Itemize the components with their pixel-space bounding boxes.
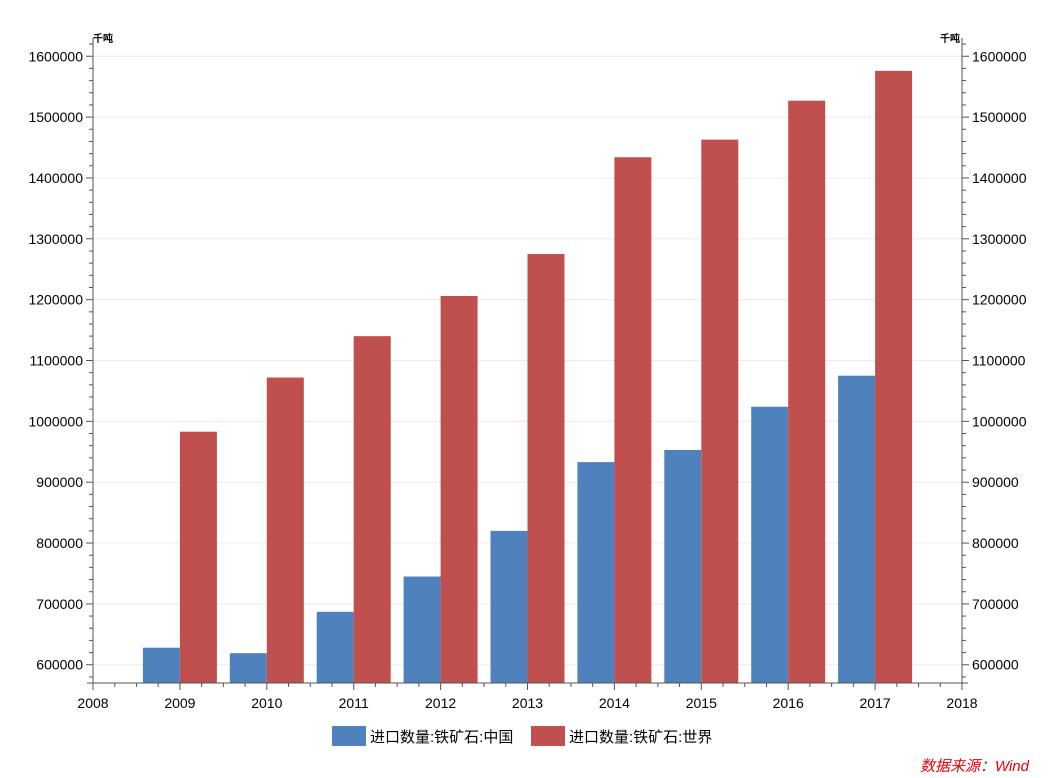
y-axis-unit-left: 千吨 [93, 32, 113, 45]
bar-china-2017 [838, 375, 876, 683]
y-axis-unit-right: 千吨 [940, 32, 960, 45]
bar-china-2016 [751, 406, 789, 683]
x-tick-label: 2018 [946, 695, 977, 711]
y-tick-label-left: 900000 [36, 474, 83, 490]
x-tick-label: 2015 [686, 695, 717, 711]
x-tick-label: 2013 [512, 695, 543, 711]
x-tick-label: 2012 [425, 695, 456, 711]
x-tick-label: 2009 [164, 695, 195, 711]
bar-world-2016 [788, 100, 826, 683]
bar-world-2014 [614, 157, 652, 683]
y-tick-label-right: 600000 [972, 657, 1019, 673]
y-tick-label-left: 1400000 [28, 170, 83, 186]
y-tick-label-right: 900000 [972, 474, 1019, 490]
bar-china-2012 [403, 576, 441, 683]
y-tick-label-right: 1400000 [972, 170, 1027, 186]
y-tick-label-right: 1300000 [972, 231, 1027, 247]
bar-china-2010 [229, 653, 267, 683]
y-tick-label-left: 1500000 [28, 109, 83, 125]
x-tick-label: 2016 [773, 695, 804, 711]
bar-world-2017 [875, 70, 913, 683]
bar-world-2009 [179, 431, 217, 683]
y-tick-label-left: 800000 [36, 535, 83, 551]
source-note: 数据来源：Wind [920, 758, 1030, 773]
legend-label-china: 进口数量:铁矿石:中国 [370, 729, 513, 746]
y-tick-label-right: 1000000 [972, 413, 1027, 429]
bars [142, 70, 913, 683]
legend-swatch-china [332, 726, 366, 746]
legend: 进口数量:铁矿石:中国 进口数量:铁矿石:世界 [332, 726, 712, 746]
y-tick-label-left: 1200000 [28, 292, 83, 308]
y-tick-label-left: 1300000 [28, 231, 83, 247]
legend-swatch-world [531, 726, 565, 746]
x-tick-label: 2014 [599, 695, 630, 711]
bar-world-2013 [527, 254, 565, 683]
y-tick-label-left: 600000 [36, 657, 83, 673]
axes: 600000 600000 700000 700000 800000 800000 9000… [28, 38, 1027, 711]
bar-china-2009 [142, 647, 180, 683]
x-tick-label: 2017 [860, 695, 891, 711]
y-tick-label-right: 800000 [972, 535, 1019, 551]
y-tick-label-right: 700000 [972, 596, 1019, 612]
bar-china-2015 [664, 449, 702, 683]
bar-china-2014 [577, 462, 615, 683]
bar-world-2011 [353, 336, 391, 683]
y-tick-label-left: 1600000 [28, 48, 83, 64]
bar-world-2010 [266, 377, 304, 683]
bar-world-2012 [440, 296, 478, 683]
y-tick-label-right: 1200000 [972, 292, 1027, 308]
bar-china-2013 [490, 530, 528, 683]
x-tick-label: 2008 [77, 695, 108, 711]
bar-china-2011 [316, 611, 354, 683]
legend-label-world: 进口数量:铁矿石:世界 [569, 729, 712, 746]
y-tick-label-right: 1600000 [972, 48, 1027, 64]
x-tick-label: 2011 [339, 695, 369, 711]
y-tick-label-left: 700000 [36, 596, 83, 612]
y-tick-label-left: 1100000 [30, 353, 84, 369]
y-tick-label-right: 1500000 [972, 109, 1027, 125]
y-tick-label-right: 1100000 [972, 353, 1026, 369]
bar-world-2015 [701, 139, 739, 683]
y-tick-label-left: 1000000 [28, 413, 83, 429]
x-tick-label: 2010 [251, 695, 282, 711]
